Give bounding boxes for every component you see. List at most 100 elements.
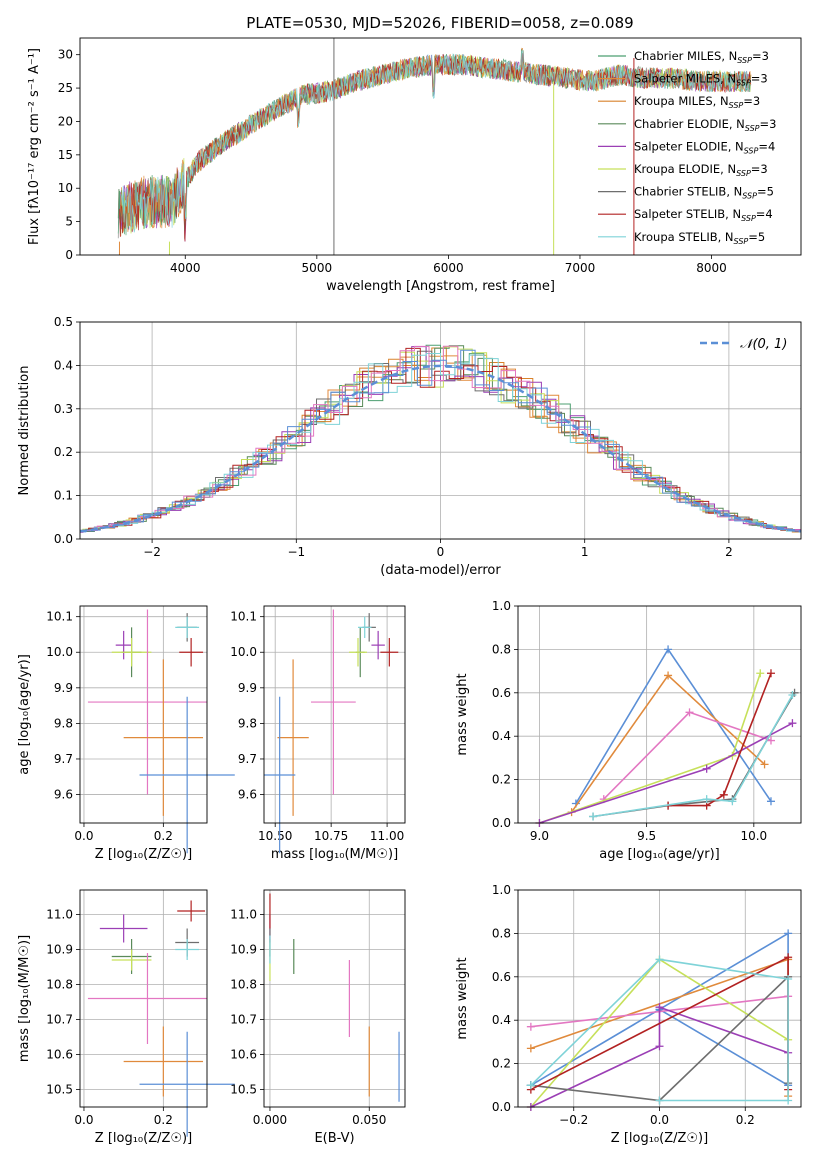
y-tick-label: 10.5 [230, 1083, 257, 1097]
axes-frame [79, 321, 802, 540]
y-axis-label: Flux [fλ10⁻¹⁷ erg cm⁻² s⁻¹ A⁻¹] [27, 48, 42, 245]
residual-legend: 𝒩(0, 1) [700, 337, 787, 352]
y-tick-label: 9.9 [54, 681, 73, 695]
mass-weight-marker [526, 1022, 535, 1031]
y-tick-label: 9.6 [54, 788, 73, 802]
mass-weight-marker [702, 764, 711, 773]
x-tick-label: 0.050 [352, 1113, 386, 1127]
panel-residuals: −2 −1 0 1 2 0.0 0.1 0.2 0.3 0.4 0.5 (data-model)/er… [17, 315, 802, 578]
mass-weight-marker [784, 929, 793, 938]
y-tick-label: 11.0 [46, 908, 73, 922]
mass-weight-marker [526, 1044, 535, 1053]
x-tick-label: 10.0 [740, 829, 767, 843]
y-tick-label: 9.7 [238, 752, 257, 766]
x-tick-label: 0.2 [154, 1113, 173, 1127]
y-tick-label: 0.2 [54, 445, 73, 459]
x-tick-label: 0.000 [253, 1113, 287, 1127]
y-tick-label: 10 [58, 181, 73, 195]
errorbar-point [123, 659, 204, 816]
errorbar-point [277, 659, 309, 816]
legend-label: Kroupa MILES, NSSP=3 [634, 94, 760, 110]
x-tick-label: 7000 [565, 261, 596, 275]
legend-label: 𝒩(0, 1) [740, 337, 787, 352]
y-tick-label: 10.6 [46, 1048, 73, 1062]
y-tick-label: 10.8 [46, 978, 73, 992]
y-tick-label: 0.8 [492, 642, 511, 656]
errorbar-point [380, 638, 399, 667]
legend-label: Kroupa ELODIE, NSSP=3 [634, 162, 768, 178]
histogram-series [80, 349, 801, 533]
errorbar-point [177, 900, 206, 922]
x-tick-label: 5000 [302, 261, 333, 275]
y-tick-label: 10.0 [46, 645, 73, 659]
y-tick-label: 20 [58, 114, 73, 128]
errorbar-point [349, 638, 367, 667]
y-tick-label: 5 [65, 215, 73, 229]
axes-frame [263, 889, 406, 1108]
y-tick-label: 10.1 [230, 610, 257, 624]
x-axis-label: Z [log₁₀(Z/Z☉)] [95, 847, 192, 862]
y-tick-label: 0.4 [492, 729, 511, 743]
y-axis-label: mass weight [455, 957, 470, 1039]
x-tick-label: 10.75 [314, 829, 348, 843]
y-axis-label: mass [log₁₀(M/M☉)] [17, 935, 32, 1062]
mass-weight-marker [664, 645, 673, 654]
x-tick-label: 2 [725, 545, 733, 559]
y-tick-label: 15 [58, 148, 73, 162]
mass-weight-line [592, 692, 796, 818]
x-tick-label: 9.0 [530, 829, 549, 843]
errorbar-point [175, 939, 200, 960]
x-tick-label: 11.00 [370, 829, 404, 843]
x-tick-label: 0.0 [74, 1113, 93, 1127]
spectrum-legend: Chabrier MILES, NSSP=3 Salpeter MILES, NS… [598, 49, 776, 246]
y-tick-label: 10.7 [230, 1013, 257, 1027]
y-tick-label: 9.7 [54, 752, 73, 766]
y-tick-label: 11.0 [230, 908, 257, 922]
y-tick-label: 1.0 [492, 883, 511, 897]
mass-weight-marker [526, 1081, 535, 1090]
y-tick-label: 10.5 [46, 1083, 73, 1097]
panel-mass_weight_vs_Z: −0.2 0.0 0.2 0.0 0.2 0.4 0.6 0.8 1.0 Z [log₁₀(Z/Z… [455, 883, 802, 1146]
mass-weight-marker [784, 953, 793, 962]
panel-mass_vs_Z: 0.0 0.2 10.5 10.6 10.7 10.8 10.9 11.0 Z [log₁₀(Z… [17, 889, 235, 1146]
y-tick-label: 10.9 [46, 943, 73, 957]
axes-frame [79, 37, 802, 256]
y-tick-label: 0.3 [54, 402, 73, 416]
y-tick-label: 9.8 [54, 716, 73, 730]
axes-frame [517, 889, 802, 1108]
y-tick-label: 10.7 [46, 1013, 73, 1027]
y-axis-label: Normed distribution [17, 366, 32, 496]
mass-weight-marker [719, 790, 728, 799]
x-tick-label: 6000 [433, 261, 464, 275]
errorbar-point [264, 696, 296, 854]
mass-weight-line [603, 711, 772, 800]
errorbar-point [115, 630, 132, 660]
mass-weight-marker [766, 797, 775, 806]
panel-age_vs_Z: 0.0 0.2 9.6 9.7 9.8 9.9 10.0 10.1 Z [log₁₀(Z/Z☉)… [17, 605, 235, 862]
y-tick-label: 0.6 [492, 970, 511, 984]
spectrum-line [120, 50, 752, 233]
errorbar-point [111, 638, 152, 667]
x-tick-label: −0.2 [559, 1113, 588, 1127]
y-tick-label: 30 [58, 48, 73, 62]
mass-weight-marker [655, 1042, 664, 1051]
y-tick-label: 0 [65, 248, 73, 262]
y-tick-label: 10.8 [230, 978, 257, 992]
x-axis-label: Z [log₁₀(Z/Z☉)] [95, 1131, 192, 1146]
y-tick-label: 10.1 [46, 610, 73, 624]
y-tick-label: 0.0 [492, 816, 511, 830]
panel-spectrum: 4000 5000 6000 7000 8000 0 5 10 15 20 25 30 waveleng… [27, 37, 802, 294]
x-axis-label: E(B-V) [314, 1131, 354, 1146]
figure-title: PLATE=0530, MJD=52026, FIBERID=0058, z=0… [246, 14, 633, 32]
y-tick-label: 0.8 [492, 926, 511, 940]
y-tick-label: 0.4 [492, 1013, 511, 1027]
mass-weight-marker [664, 671, 673, 680]
y-tick-label: 0.0 [54, 532, 73, 546]
x-tick-label: 10.50 [258, 829, 292, 843]
mass-weight-marker [784, 974, 793, 983]
mass-weight-marker [766, 736, 775, 745]
x-axis-label: wavelength [Angstrom, rest frame] [326, 279, 555, 294]
y-axis-label: mass weight [455, 673, 470, 755]
mass-weight-marker [728, 797, 737, 806]
